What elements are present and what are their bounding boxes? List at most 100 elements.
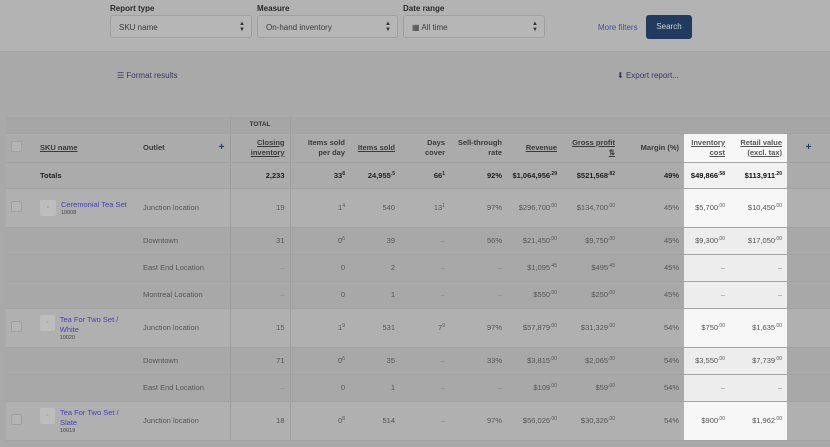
cell-margin: 45%	[620, 188, 684, 228]
col-gross-profit[interactable]: Gross profit ⇅	[562, 133, 620, 163]
more-filters-link[interactable]: More filters	[598, 23, 638, 32]
sku-code: 10020	[59, 334, 75, 341]
cell-sell-through-rate: 56%	[450, 227, 507, 255]
cell-retail-value: –	[730, 254, 787, 282]
cell-items-sold-per-day: 06	[289, 227, 350, 255]
table-row: ▫ Tea For Two Set / Slate 10019 Junction lo…	[6, 401, 830, 441]
stepper-icon: ▲ ▼	[385, 21, 391, 33]
table-row: Downtown 31 06 39–56% $21,450.00 $9,750.00 45%…	[6, 227, 830, 255]
cell-gross-profit: $521,568.82	[562, 162, 620, 189]
cell-closing-inventory: 19	[229, 188, 290, 228]
cell-days-cover: 79	[400, 308, 450, 348]
cell-items-sold: 531	[350, 308, 400, 348]
report-type-label: Report type	[110, 4, 155, 13]
download-icon: ⬇	[617, 71, 626, 80]
measure-label: Measure	[257, 4, 290, 13]
column-group-row: TOTAL	[6, 117, 830, 134]
select-all-checkbox[interactable]	[6, 133, 35, 163]
cell-retail-value: $17,050.00	[730, 227, 787, 255]
row-checkbox[interactable]	[11, 414, 22, 425]
cell-gross-profit: $495.45	[562, 254, 620, 282]
cell-gross-profit: $250.00	[562, 281, 620, 309]
product-image-placeholder-icon: ▫	[40, 407, 55, 424]
cell-items-sold-per-day: 19	[289, 308, 350, 348]
row-checkbox[interactable]	[11, 201, 22, 212]
row-checkbox[interactable]	[11, 321, 22, 332]
cell-days-cover: –	[400, 374, 450, 402]
cell-retail-value: $10,450.00	[730, 188, 787, 228]
cell-revenue: $21,450.00	[507, 227, 562, 255]
cell-items-sold: 540	[350, 188, 400, 228]
row-checkbox-cell	[6, 254, 35, 282]
outlet-cell: Junction location	[138, 188, 230, 228]
cell-retail-value: $1,962.00	[730, 401, 787, 441]
cell-inventory-cost: $5,700.00	[684, 188, 730, 228]
date-range-select[interactable]: ▦ All time ▲ ▼	[403, 15, 545, 38]
col-days-cover[interactable]: Days cover	[400, 133, 450, 163]
cell-items-sold: 39	[350, 227, 400, 255]
calendar-icon: ▦	[412, 23, 422, 32]
outlet-cell: Junction location	[138, 308, 230, 348]
col-items-sold[interactable]: Items sold	[350, 133, 400, 163]
report-type-select[interactable]: SKU name ▲ ▼	[110, 15, 252, 38]
sku-name-link[interactable]: Tea For Two Set / White	[59, 314, 119, 334]
cell-inventory-cost: $3,550.00	[684, 347, 730, 375]
cell-gross-profit: $59.00	[562, 374, 620, 402]
col-margin[interactable]: Margin (%)	[620, 133, 684, 163]
row-checkbox-cell	[6, 227, 35, 255]
col-sell-through-rate[interactable]: Sell-through rate	[450, 133, 507, 163]
row-checkbox-cell	[6, 308, 35, 348]
cell-items-sold-per-day: 0	[289, 374, 350, 402]
report-table: TOTAL SKU name Outlet + Closing inventory…	[6, 117, 830, 441]
cell-gross-profit: $31,329.00	[562, 308, 620, 348]
empty-cell	[787, 188, 830, 228]
measure-value: On-hand inventory	[266, 23, 332, 32]
cell-days-cover: 131	[400, 188, 450, 228]
sku-name-link[interactable]: Tea For Two Set / Slate	[60, 407, 119, 427]
export-report-button[interactable]: ⬇ Export report...	[617, 71, 679, 80]
search-button[interactable]: Search	[646, 15, 692, 39]
table-row: Downtown 71 06 35–33% $3,815.00 $2,065.00 54% $…	[6, 347, 830, 375]
col-revenue[interactable]: Revenue	[507, 133, 562, 163]
outlet-cell: Downtown	[138, 347, 230, 375]
row-checkbox-cell	[6, 281, 35, 309]
filter-bar: Report type SKU name ▲ ▼ Measure On-hand i…	[0, 0, 830, 52]
date-range-label: Date range	[403, 4, 445, 13]
col-items-sold-per-day[interactable]: Items sold per day	[289, 133, 350, 163]
col-sku-name[interactable]: SKU name	[35, 133, 138, 163]
cell-retail-value: $113,911.20	[730, 162, 787, 189]
row-checkbox-cell	[6, 401, 35, 441]
cell-items-sold: 514	[350, 401, 400, 441]
cell-retail-value: –	[730, 374, 787, 402]
cell-closing-inventory: –	[229, 254, 290, 282]
cell-days-cover: –	[400, 347, 450, 375]
add-group-icon[interactable]: +	[218, 141, 225, 153]
cell-items-sold: 1	[350, 281, 400, 309]
empty-cell	[787, 374, 830, 402]
sku-cell	[35, 227, 138, 255]
table-row: ▫ Ceremonial Tea Set 10008 Junction locatio…	[6, 188, 830, 228]
col-closing-inventory[interactable]: Closing inventory	[229, 133, 290, 163]
sort-icon[interactable]: ⇅	[608, 147, 615, 157]
col-retail-value[interactable]: Retail value (excl. tax)	[730, 133, 787, 163]
cell-days-cover: –	[400, 254, 450, 282]
add-column-button[interactable]: +	[787, 133, 830, 163]
cell-margin: 54%	[620, 401, 684, 441]
col-outlet[interactable]: Outlet +	[138, 133, 230, 163]
cell-items-sold-per-day: 06	[289, 347, 350, 375]
cell-sell-through-rate: 97%	[450, 401, 507, 441]
cell-closing-inventory: 2,233	[229, 162, 290, 189]
col-inventory-cost[interactable]: Inventory cost	[684, 133, 730, 163]
sku-cell	[35, 254, 138, 282]
format-results-button[interactable]: ☰ Format results	[117, 71, 178, 80]
cell-closing-inventory: 15	[229, 308, 290, 348]
cell-revenue: $109.00	[507, 374, 562, 402]
row-checkbox-cell	[6, 188, 35, 228]
sku-name-link[interactable]: Ceremonial Tea Set	[61, 199, 127, 209]
sku-info: ▫ Ceremonial Tea Set 10008	[40, 199, 133, 216]
cell-items-sold: 24,955.5	[350, 162, 400, 189]
cell-items-sold: 35	[350, 347, 400, 375]
cell-inventory-cost: $750.00	[684, 308, 730, 348]
cell-inventory-cost: –	[684, 254, 730, 282]
measure-select[interactable]: On-hand inventory ▲ ▼	[257, 15, 398, 38]
